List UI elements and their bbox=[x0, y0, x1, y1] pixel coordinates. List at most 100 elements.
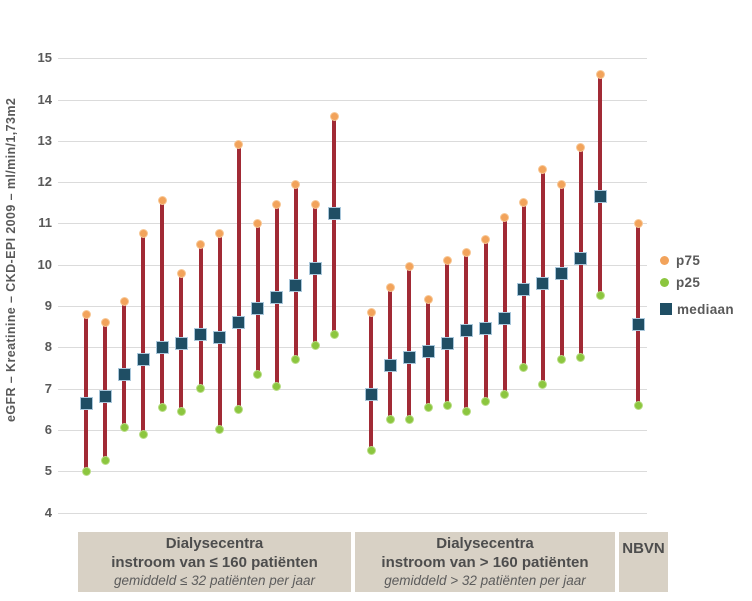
p75-marker-icon bbox=[481, 235, 490, 245]
y-axis-tick-label: 8 bbox=[44, 339, 52, 355]
y-axis-tick-label: 7 bbox=[44, 380, 52, 396]
mediaan-marker-icon bbox=[574, 252, 588, 265]
gridline bbox=[58, 99, 647, 101]
p75-marker-icon bbox=[119, 297, 129, 307]
gridline bbox=[58, 182, 647, 184]
range-bar bbox=[388, 287, 393, 420]
p25-marker-icon bbox=[138, 429, 148, 439]
y-axis-tick-label: 14 bbox=[37, 91, 52, 107]
p75-marker-icon bbox=[557, 179, 567, 189]
mediaan-marker-icon bbox=[517, 283, 531, 296]
range-bar bbox=[293, 184, 298, 360]
mediaan-marker-icon bbox=[232, 316, 246, 329]
range-bar bbox=[84, 314, 88, 472]
p75-marker-icon bbox=[442, 256, 452, 266]
p25-marker-icon bbox=[660, 277, 669, 287]
y-axis-tick-label: 10 bbox=[37, 256, 52, 272]
p25-marker-icon bbox=[461, 406, 471, 416]
range-bar bbox=[332, 116, 336, 335]
mediaan-marker-icon bbox=[213, 330, 227, 344]
p25-marker-icon bbox=[329, 330, 339, 340]
range-bar bbox=[122, 301, 127, 428]
p25-marker-icon bbox=[538, 380, 548, 389]
gridline bbox=[58, 347, 647, 349]
range-bar bbox=[636, 223, 640, 406]
gridline bbox=[58, 429, 647, 431]
p75-marker-icon bbox=[215, 229, 225, 239]
y-axis-tick-label: 13 bbox=[37, 132, 52, 148]
range-bar bbox=[160, 200, 165, 408]
p25-marker-icon bbox=[423, 402, 433, 412]
p75-marker-icon bbox=[538, 165, 548, 175]
legend-label-p75: p75 bbox=[676, 252, 701, 268]
p75-marker-icon bbox=[272, 200, 282, 210]
p75-marker-icon bbox=[576, 142, 586, 152]
legend-label-mediaan: mediaan bbox=[677, 301, 734, 317]
range-bar bbox=[236, 144, 241, 410]
p25-marker-icon bbox=[272, 382, 282, 391]
legend: p75 p25 mediaan bbox=[660, 249, 734, 320]
mediaan-marker-icon bbox=[79, 396, 93, 410]
p75-marker-icon bbox=[404, 262, 414, 272]
gridline bbox=[58, 223, 647, 225]
range-bar bbox=[502, 217, 507, 395]
y-axis-tick-label: 12 bbox=[37, 174, 52, 190]
p75-marker-icon bbox=[196, 239, 205, 249]
p75-marker-icon bbox=[500, 212, 510, 222]
group1-subtitle: instroom van ≤ 160 patiënten bbox=[111, 554, 318, 571]
mediaan-marker-icon bbox=[289, 278, 303, 292]
mediaan-marker-icon bbox=[174, 336, 188, 350]
y-axis-tick-label: 4 bbox=[44, 504, 52, 520]
p25-marker-icon bbox=[157, 402, 167, 412]
p75-marker-icon bbox=[157, 196, 167, 206]
p25-marker-icon bbox=[519, 363, 529, 373]
p25-marker-icon bbox=[500, 390, 510, 400]
y-axis-tick-label: 6 bbox=[44, 421, 52, 437]
mediaan-marker-icon bbox=[660, 303, 672, 315]
mediaan-marker-icon bbox=[555, 266, 569, 280]
p25-marker-icon bbox=[595, 291, 605, 301]
p25-marker-icon bbox=[366, 446, 376, 455]
p25-marker-icon bbox=[442, 400, 452, 410]
p75-marker-icon bbox=[660, 255, 669, 265]
p75-marker-icon bbox=[253, 218, 263, 228]
mediaan-marker-icon bbox=[536, 276, 550, 290]
gridline bbox=[58, 471, 647, 473]
group1-note: gemiddeld ≤ 32 patiënten per jaar bbox=[113, 573, 316, 588]
mediaan-marker-icon bbox=[308, 262, 322, 276]
mediaan-marker-icon bbox=[421, 344, 435, 358]
mediaan-marker-icon bbox=[498, 311, 512, 325]
range-bar bbox=[483, 239, 488, 401]
p25-marker-icon bbox=[633, 400, 643, 410]
legend-label-p25: p25 bbox=[676, 274, 701, 290]
group-label-nbvn: NBVN bbox=[619, 532, 668, 592]
p75-marker-icon bbox=[633, 218, 643, 228]
group1-title: Dialysecentra bbox=[165, 535, 264, 552]
p75-marker-icon bbox=[81, 309, 91, 319]
group2-subtitle: instroom van > 160 patiënten bbox=[381, 554, 589, 571]
group-label-small-centers: Dialysecentra instroom van ≤ 160 patiënt… bbox=[78, 532, 351, 592]
mediaan-marker-icon bbox=[327, 206, 341, 220]
group-label-large-centers: Dialysecentra instroom van > 160 patiënt… bbox=[355, 532, 615, 592]
p25-marker-icon bbox=[481, 396, 490, 406]
p75-marker-icon bbox=[329, 111, 339, 121]
mediaan-marker-icon bbox=[440, 336, 454, 350]
mediaan-marker-icon bbox=[593, 190, 607, 204]
mediaan-marker-icon bbox=[251, 301, 265, 315]
legend-item-p25: p25 bbox=[660, 271, 734, 293]
range-bar bbox=[598, 74, 602, 296]
mediaan-marker-icon bbox=[194, 328, 207, 342]
mediaan-marker-icon bbox=[383, 359, 397, 373]
p75-marker-icon bbox=[461, 247, 471, 257]
p25-marker-icon bbox=[215, 425, 225, 435]
p25-marker-icon bbox=[576, 353, 586, 363]
p75-marker-icon bbox=[423, 295, 433, 305]
y-axis-tick-label: 5 bbox=[44, 463, 52, 479]
p25-marker-icon bbox=[291, 355, 301, 365]
group2-title: Dialysecentra bbox=[436, 535, 534, 552]
mediaan-marker-icon bbox=[631, 318, 645, 332]
y-axis-tick-label: 9 bbox=[44, 298, 52, 313]
mediaan-marker-icon bbox=[479, 322, 492, 336]
mediaan-marker-icon bbox=[98, 390, 112, 404]
